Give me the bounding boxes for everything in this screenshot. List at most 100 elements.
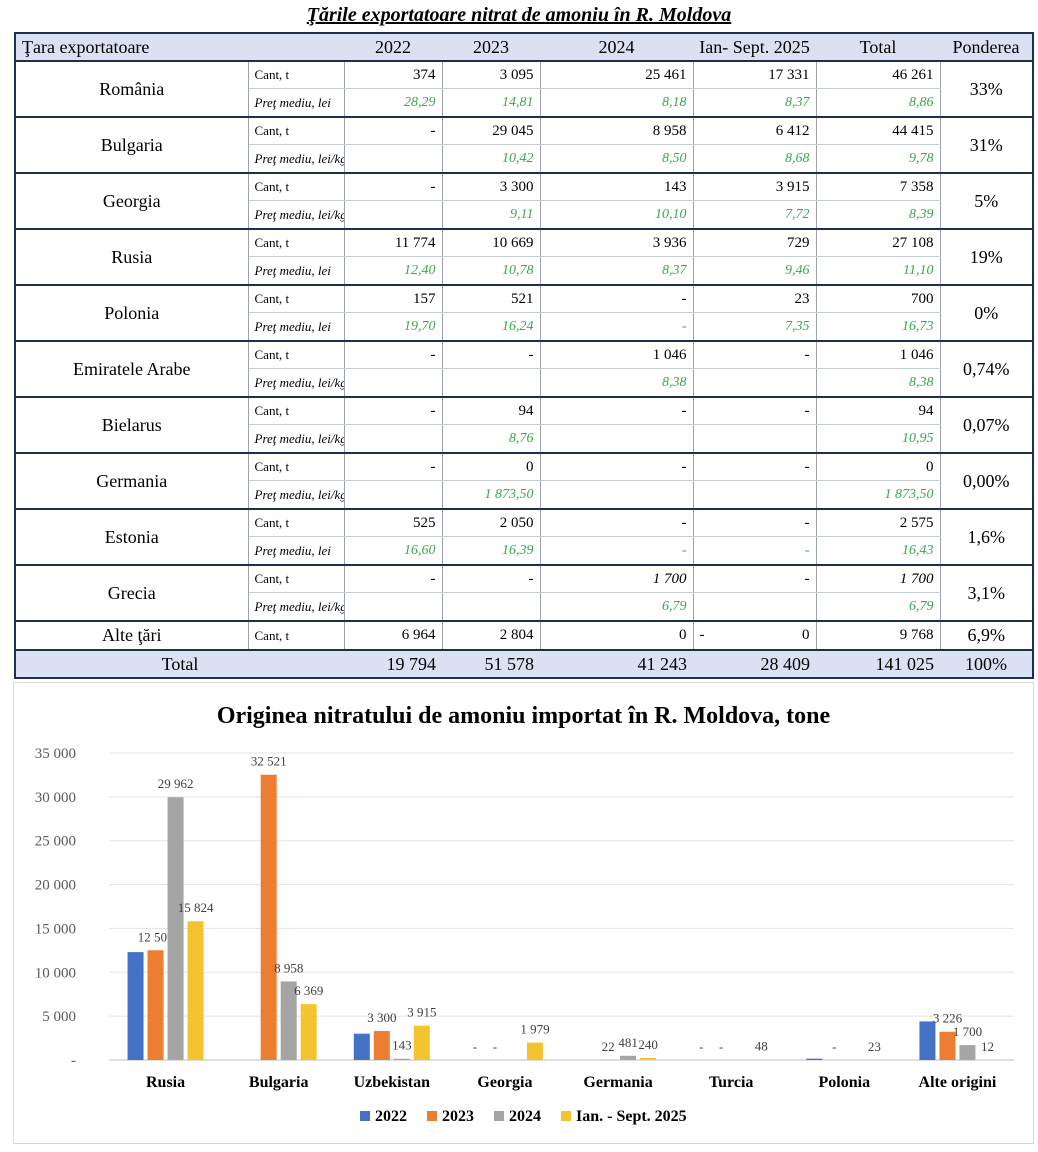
y-tick-label: - xyxy=(71,1053,76,1069)
price-label: Preţ mediu, lei xyxy=(248,88,345,118)
price-label: Preţ mediu, lei/kg xyxy=(248,200,345,230)
data-label: 3 915 xyxy=(407,1005,436,1020)
price-cell: 10,78 xyxy=(442,256,541,286)
data-label: 22 xyxy=(602,1039,615,1054)
legend-label: 2023 xyxy=(442,1108,474,1125)
quantity-label: Cant, t xyxy=(248,285,345,313)
quantity-cell: 143 xyxy=(540,173,694,201)
quantity-cell: - xyxy=(540,453,694,481)
price-label: Preţ mediu, lei xyxy=(248,312,345,342)
data-label: 15 824 xyxy=(178,900,214,915)
share-cell: 3,1% xyxy=(939,565,1035,622)
data-label: 240 xyxy=(638,1037,658,1052)
total-share: 100% xyxy=(940,650,1035,679)
data-label: 12 509 xyxy=(138,929,174,944)
table-row-quantity: Bielarus Cant, t -94- -94 0,07% xyxy=(14,397,1035,454)
share-cell: 19% xyxy=(939,229,1035,286)
total-cell: 19 794 xyxy=(344,650,443,679)
y-tick-label: 10 000 xyxy=(35,965,76,981)
price-cell xyxy=(344,200,443,230)
total-cell: 141 025 xyxy=(816,650,941,679)
quantity-dash: - xyxy=(699,627,705,643)
price-cell: 10,10 xyxy=(540,200,694,230)
table-row-price: Preţ mediu, lei 16,60 16,39- -16,43 xyxy=(15,536,1033,566)
quantity-cell: 11 774 xyxy=(344,229,443,257)
quantity-cell: - xyxy=(693,509,817,537)
price-cell: 12,40 xyxy=(344,256,443,286)
share-cell: 0,74% xyxy=(939,341,1035,398)
quantity-cell: 374 xyxy=(344,61,443,89)
quantity-cell: 521 xyxy=(442,285,541,313)
country-name: Georgia xyxy=(14,173,249,230)
quantity-cell: 700 xyxy=(816,285,941,313)
quantity-cell: 6 964 xyxy=(344,621,443,651)
header-ian-sept-2025: Ian- Sept. 2025 xyxy=(693,32,817,62)
y-tick-label: 35 000 xyxy=(35,746,76,762)
data-label: - xyxy=(493,1039,497,1054)
price-cell: 28,29 xyxy=(344,88,443,118)
quantity-cell: 8 958 xyxy=(540,117,694,145)
data-label: 8 958 xyxy=(274,960,303,975)
share-cell: 1,6% xyxy=(939,509,1035,566)
table-row-quantity: Emiratele Arabe Cant, t--1 046-1 046 0,74% xyxy=(14,341,1035,398)
quantity-cell: 3 915 xyxy=(693,173,817,201)
price-cell: 16,39 xyxy=(442,536,541,566)
quantity-cell: - xyxy=(442,565,541,593)
x-category-label: Turcia xyxy=(709,1074,753,1091)
quantity-label: Cant, t xyxy=(248,509,345,537)
total-cell: 28 409 xyxy=(693,650,817,679)
bar xyxy=(187,921,204,1060)
price-cell: 8,39 xyxy=(816,200,941,230)
table-row-price: Preţ mediu, lei 19,70 16,24-7,35 16,73 xyxy=(15,312,1033,342)
price-cell: 6,79 xyxy=(816,592,941,622)
price-cell: 11,10 xyxy=(816,256,941,286)
price-cell: 6,79 xyxy=(540,592,694,622)
legend-swatch xyxy=(427,1111,437,1121)
quantity-cell: - xyxy=(344,341,443,369)
country-name: Estonia xyxy=(14,509,249,566)
quantity-cell: 44 415 xyxy=(816,117,941,145)
exporters-table: Ţara exportatoare 2022 2023 2024 Ian- Se… xyxy=(13,32,1035,679)
bar xyxy=(300,1004,317,1060)
price-cell: 8,68 xyxy=(693,144,817,174)
quantity-cell: 3 300 xyxy=(442,173,541,201)
bar xyxy=(280,981,297,1060)
table-row-quantity: Georgia Cant, t-3 300 143 3 915 7 358 5% xyxy=(14,173,1035,230)
table-row-quantity: Bulgaria Cant, t -29 045 8 958 6 412 44 415 31… xyxy=(14,117,1035,174)
price-label: Preţ mediu, lei/kg xyxy=(248,144,345,174)
quantity-cell: 29 045 xyxy=(442,117,541,145)
legend-label: 2024 xyxy=(509,1108,541,1125)
bar xyxy=(393,1058,410,1060)
legend-swatch xyxy=(360,1111,370,1121)
header-2022: 2022 xyxy=(344,32,443,62)
bar xyxy=(939,1031,956,1060)
bar xyxy=(526,1042,543,1060)
data-label: 29 962 xyxy=(158,776,194,791)
import-origin-chart: Originea nitratului de amoniu importat î… xyxy=(13,682,1034,1144)
share-cell: 5% xyxy=(939,173,1035,230)
x-category-label: Germania xyxy=(583,1074,652,1091)
price-label: Preţ mediu, lei/kg xyxy=(248,480,345,510)
quantity-cell: 10 669 xyxy=(442,229,541,257)
data-label: - xyxy=(719,1039,723,1054)
data-label: 32 521 xyxy=(251,754,287,769)
quantity-cell: 7 358 xyxy=(816,173,941,201)
data-label: 3 300 xyxy=(367,1010,396,1025)
price-cell xyxy=(693,424,817,454)
x-category-label: Bulgaria xyxy=(249,1074,309,1091)
quantity-cell: 729 xyxy=(693,229,817,257)
quantity-cell: 157 xyxy=(344,285,443,313)
quantity-cell: 0 xyxy=(540,621,694,651)
price-cell xyxy=(344,368,443,398)
quantity-cell: 6 412 xyxy=(693,117,817,145)
bar xyxy=(413,1025,430,1060)
bar xyxy=(919,1021,936,1060)
quantity-label: Cant, t xyxy=(248,61,345,89)
bar xyxy=(147,950,164,1060)
price-label: Preţ mediu, lei/kg xyxy=(248,424,345,454)
quantity-cell: 9 768 xyxy=(816,621,941,651)
price-cell: 7,72 xyxy=(693,200,817,230)
chart-title: Originea nitratului de amoniu importat î… xyxy=(217,703,831,729)
x-category-label: Alte origini xyxy=(919,1074,997,1091)
table-row-quantity: Polonia Cant, t 157 521-23 700 0% xyxy=(14,285,1035,342)
